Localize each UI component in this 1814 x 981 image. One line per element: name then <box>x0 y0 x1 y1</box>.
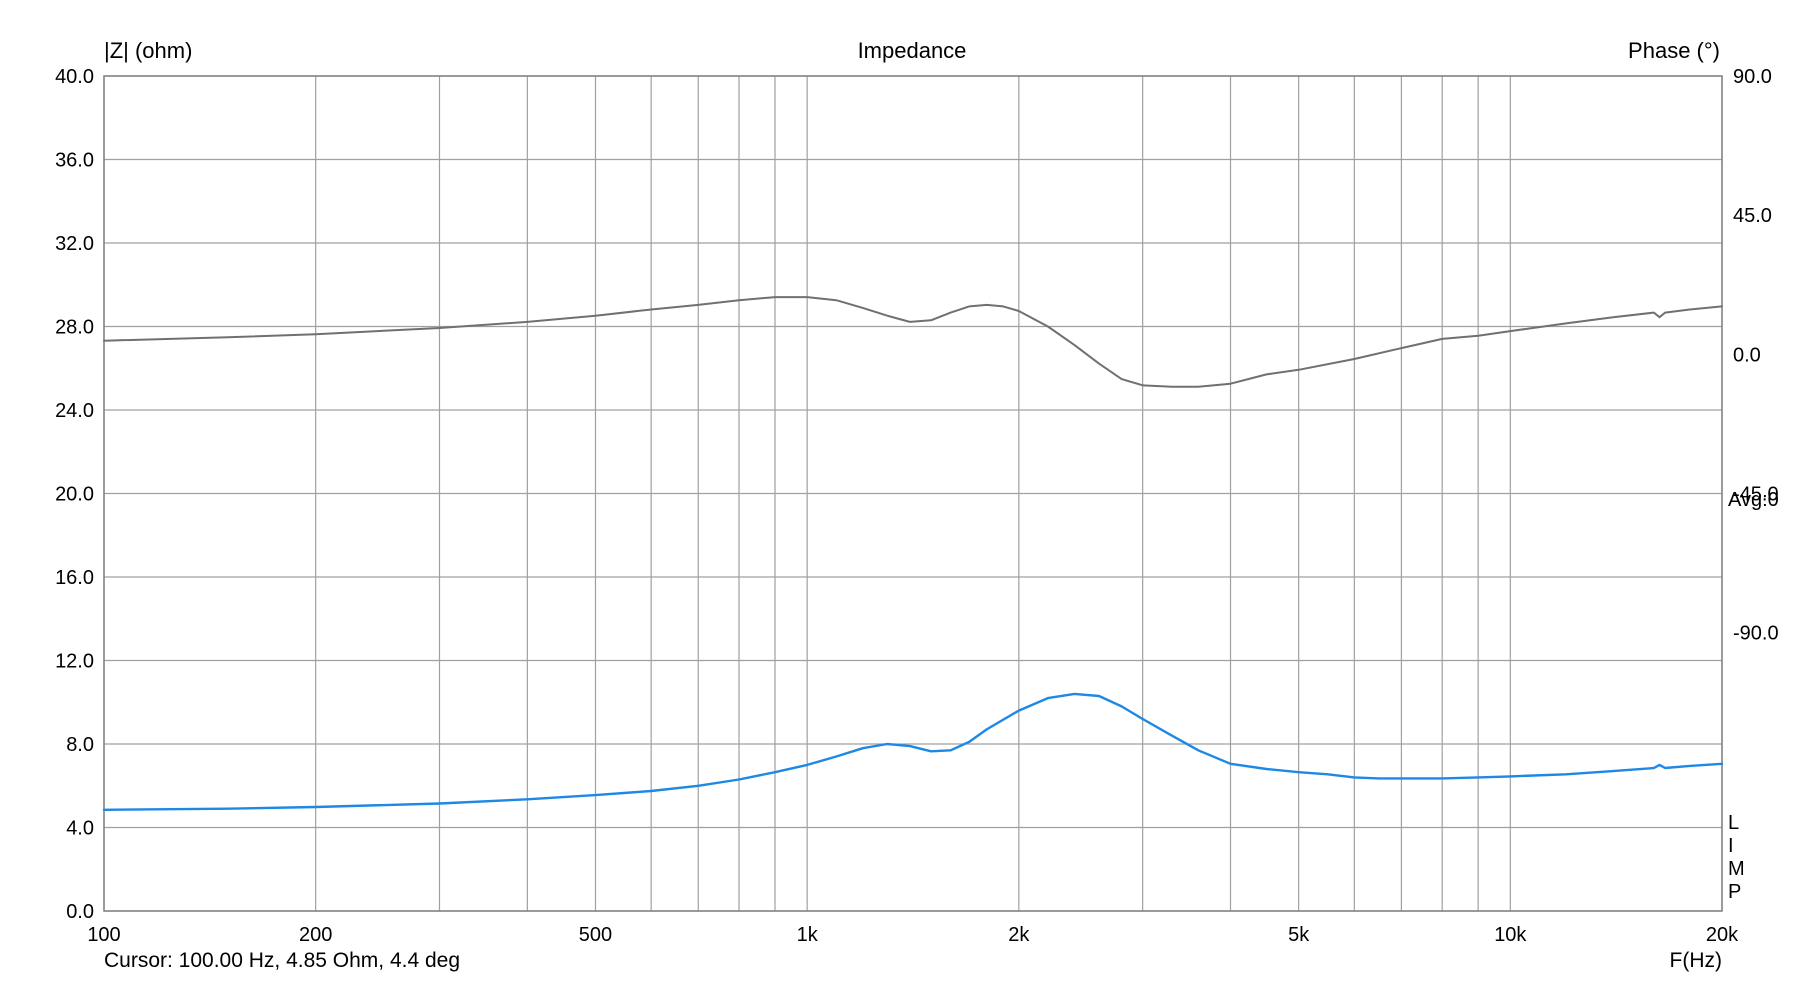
side-letter: I <box>1728 835 1734 857</box>
x-tick-label: 1k <box>797 924 819 946</box>
y-tick-label: 8.0 <box>66 734 94 756</box>
avg-label: Avg:0 <box>1728 489 1779 511</box>
y-tick-label: 20.0 <box>55 484 94 506</box>
y-tick-label: 36.0 <box>55 150 94 172</box>
y-tick-label: 32.0 <box>55 233 94 255</box>
y2-tick-label: 0.0 <box>1733 344 1761 366</box>
y-tick-label: 4.0 <box>66 818 94 840</box>
x-tick-label: 100 <box>87 924 120 946</box>
impedance-series-line <box>102 692 1724 811</box>
x-tick-label: 10k <box>1494 924 1527 946</box>
y-tick-label: 24.0 <box>55 400 94 422</box>
y-tick-label: 28.0 <box>55 317 94 339</box>
side-letter: M <box>1728 858 1745 880</box>
side-letter: L <box>1728 812 1739 834</box>
y2-tick-label: -90.0 <box>1733 623 1779 645</box>
plot-frame <box>103 75 1723 912</box>
x-tick-label: 2k <box>1008 924 1030 946</box>
side-letter: P <box>1728 881 1741 903</box>
x-tick-label: 500 <box>579 924 612 946</box>
y-tick-label: 12.0 <box>55 651 94 673</box>
x-axis-label: F(Hz) <box>1670 949 1722 972</box>
x-tick-label: 200 <box>299 924 332 946</box>
y-tick-label: 0.0 <box>66 901 94 923</box>
chart-title: Impedance <box>858 38 967 63</box>
y2-axis-label: Phase (°) <box>1628 38 1720 63</box>
phase-series-line <box>103 296 1723 388</box>
cursor-readout: Cursor: 100.00 Hz, 4.85 Ohm, 4.4 deg <box>104 949 460 972</box>
y-tick-label: 16.0 <box>55 567 94 589</box>
y2-tick-label: 90.0 <box>1733 66 1772 88</box>
x-tick-label: 20k <box>1706 924 1739 946</box>
y2-tick-label: -45.0 <box>1733 484 1779 506</box>
y2-tick-label: 45.0 <box>1733 205 1772 227</box>
y-axis-label: |Z| (ohm) <box>104 38 192 63</box>
y-tick-label: 40.0 <box>55 66 94 88</box>
x-tick-label: 5k <box>1288 924 1310 946</box>
